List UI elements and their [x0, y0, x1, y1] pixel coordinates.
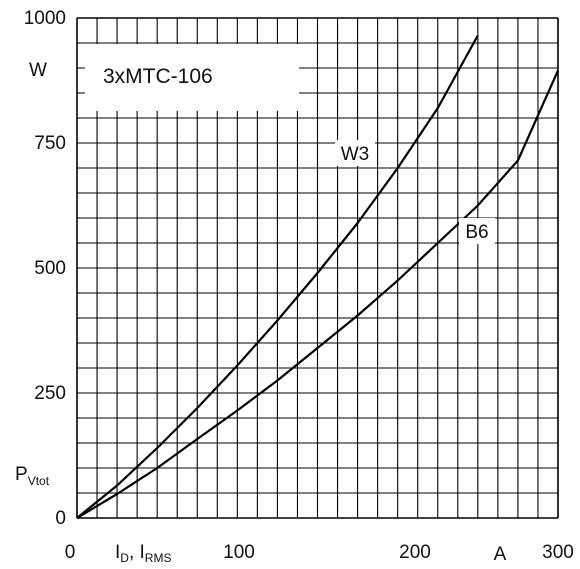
y-tick-label: 1000: [24, 8, 66, 29]
series-label-w3: W3: [341, 144, 370, 165]
x-axis-label-sub-rms: RMS: [145, 551, 172, 564]
x-axis-label: ID, IRMS: [115, 542, 171, 564]
y-tick-label: 750: [34, 133, 66, 154]
y-tick-label: 0: [55, 508, 66, 529]
y-axis-label: PVtot: [15, 464, 50, 488]
tick-labels: 0 250 500 750 1000 0 100 200 300 W PVtot ID, IRMS A: [15, 8, 574, 565]
series-label-bg: [459, 218, 495, 244]
x-axis-label-sub-d: D: [120, 551, 129, 564]
x-axis-label-i: I: [115, 542, 120, 563]
x-tick-label: 300: [542, 542, 574, 563]
series-line-w3: [76, 34, 479, 519]
x-axis-label-sep: , I: [129, 542, 145, 563]
x-tick-label: 0: [65, 542, 76, 563]
series-line-b6: [76, 70, 560, 519]
series-layer: [76, 34, 560, 519]
y-tick-label: 250: [34, 383, 66, 404]
y-axis-label-sub: Vtot: [28, 474, 50, 488]
y-unit-label: W: [29, 60, 47, 81]
y-tick-label: 500: [34, 258, 66, 279]
y-axis-label-main: P: [15, 464, 28, 485]
overlay: W3 B6 3xMTC-106: [85, 44, 495, 244]
x-tick-label: 200: [399, 542, 431, 563]
chart-title: 3xMTC-106: [103, 65, 213, 88]
title-box: [85, 44, 299, 111]
x-unit-label: A: [494, 544, 507, 564]
series-label-b6: B6: [465, 222, 488, 243]
x-tick-label: 100: [223, 542, 255, 563]
series-label-bg: [335, 140, 375, 166]
